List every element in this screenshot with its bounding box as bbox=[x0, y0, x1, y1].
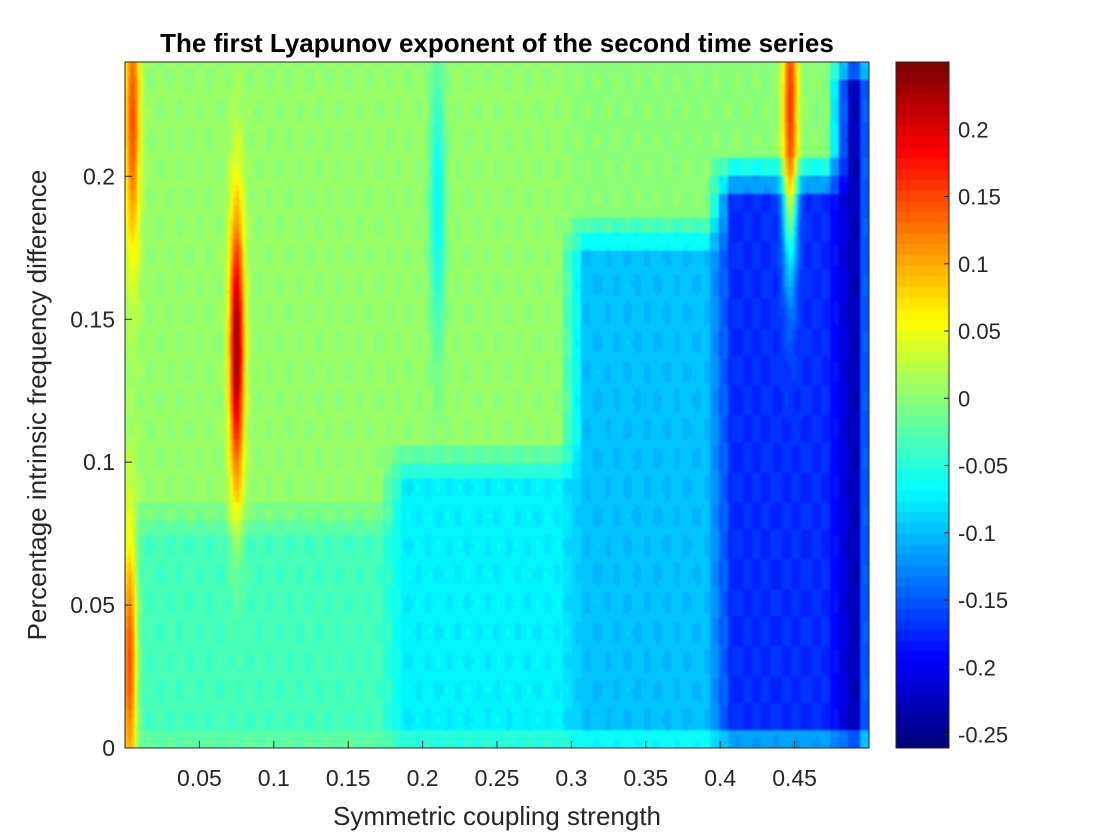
colorbar-tick-label: 0.05 bbox=[958, 319, 1001, 344]
x-tick-label: 0.3 bbox=[555, 765, 587, 791]
heatmap-image bbox=[125, 62, 869, 748]
colorbar-gradient bbox=[896, 62, 949, 748]
x-axis-label: Symmetric coupling strength bbox=[333, 801, 661, 831]
heatmap-plot-area bbox=[124, 61, 870, 749]
colorbar: 0.2 0.15 0.1 0.05 0 -0.05 -0.1 -0.15 -0.2 -0.25 bbox=[895, 61, 1008, 749]
y-tick-label: 0 bbox=[102, 735, 115, 761]
x-tick-label: 0.35 bbox=[623, 765, 668, 791]
colorbar-tick-label: -0.2 bbox=[958, 655, 996, 680]
colorbar-ticks: 0.2 0.15 0.1 0.05 0 -0.05 -0.1 -0.15 -0.2 -0.25 bbox=[944, 117, 1008, 748]
colorbar-tick-label: -0.25 bbox=[958, 723, 1008, 748]
y-axis-label: Percentage intrinsic frequency differenc… bbox=[22, 170, 52, 641]
y-tick-label: 0.2 bbox=[83, 163, 115, 189]
colorbar-frame bbox=[895, 61, 950, 749]
colorbar-tick-label: 0 bbox=[958, 386, 970, 411]
x-tick-label: 0.05 bbox=[177, 765, 222, 791]
colorbar-tick-label: 0.1 bbox=[958, 252, 989, 277]
y-axis-ticks: 0 0.05 0.1 0.15 0.2 bbox=[70, 163, 132, 761]
y-tick-label: 0.1 bbox=[83, 449, 115, 475]
x-tick-label: 0.25 bbox=[475, 765, 520, 791]
x-tick-label: 0.4 bbox=[704, 765, 736, 791]
colorbar-tick-label: -0.15 bbox=[958, 588, 1008, 613]
chart-title: The first Lyapunov exponent of the secon… bbox=[160, 28, 834, 58]
colorbar-tick-label: -0.05 bbox=[958, 454, 1008, 479]
x-tick-label: 0.15 bbox=[326, 765, 371, 791]
colorbar-tick-label: 0.2 bbox=[958, 117, 989, 142]
colorbar-tick-label: 0.15 bbox=[958, 185, 1001, 210]
x-axis-ticks: 0.05 0.1 0.15 0.2 0.25 0.3 0.35 0.4 0.45 bbox=[177, 741, 817, 791]
y-tick-label: 0.05 bbox=[70, 592, 115, 618]
x-tick-label: 0.45 bbox=[772, 765, 817, 791]
x-tick-label: 0.1 bbox=[258, 765, 290, 791]
y-tick-label: 0.15 bbox=[70, 306, 115, 332]
colorbar-tick-label: -0.1 bbox=[958, 521, 996, 546]
x-tick-label: 0.2 bbox=[407, 765, 439, 791]
